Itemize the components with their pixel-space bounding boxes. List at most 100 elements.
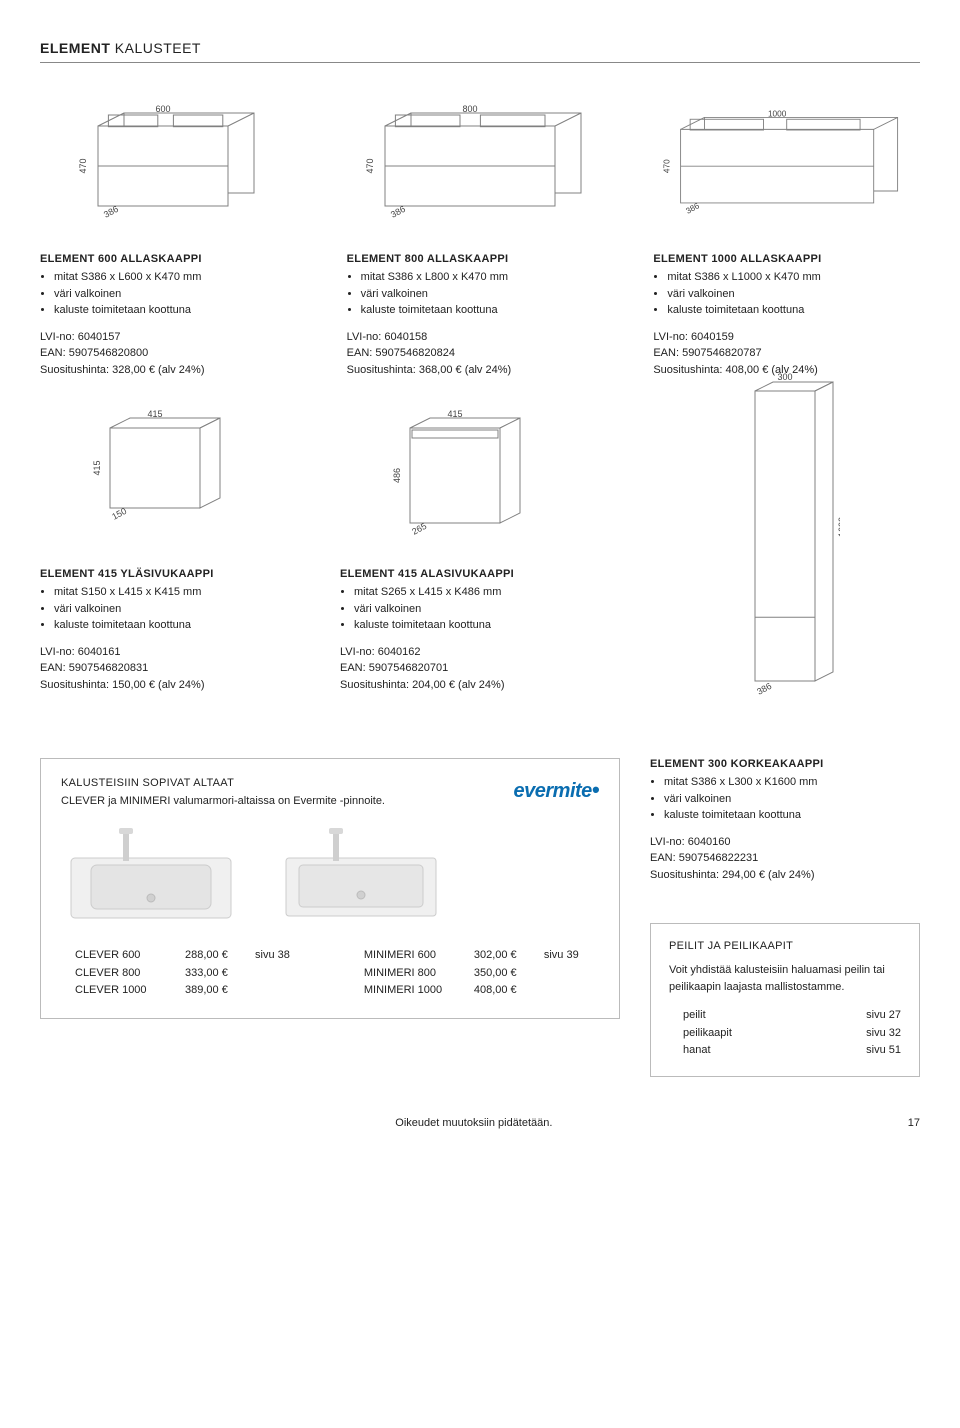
minimeri-list: MINIMERI 600302,00 €sivu 39MINIMERI 8003…: [350, 947, 579, 1000]
product-title: ELEMENT 415 ALASIVUKAAPPI: [340, 568, 600, 580]
bullets: mitat S386 x L800 x K470 mmväri valkoine…: [347, 269, 614, 319]
mirror-row: hanatsivu 51: [683, 1042, 901, 1060]
bullets: mitat S265 x L415 x K486 mmväri valkoine…: [340, 584, 600, 634]
bullet: kaluste toimitetaan koottuna: [667, 302, 920, 319]
pprice: 302,00 €: [474, 947, 544, 965]
bullet: väri valkoinen: [361, 286, 614, 303]
bullet: kaluste toimitetaan koottuna: [354, 617, 600, 634]
product-title: ELEMENT 800 ALLASKAAPPI: [347, 253, 614, 265]
bullet: mitat S386 x L600 x K470 mm: [54, 269, 307, 286]
tall-col: 3001600386: [640, 408, 920, 728]
bullet: mitat S150 x L415 x K415 mm: [54, 584, 300, 601]
tall-bullets: mitat S386 x L300 x K1600 mmväri valkoin…: [650, 774, 920, 824]
bullet: väri valkoinen: [664, 791, 920, 808]
product-col: 800470386 ELEMENT 800 ALLASKAAPPI mitat …: [347, 93, 614, 378]
bullet: kaluste toimitetaan koottuna: [664, 807, 920, 824]
footer: Oikeudet muutoksiin pidätetään. 17: [40, 1117, 920, 1129]
pname: MINIMERI 800: [364, 965, 474, 983]
pname: MINIMERI 1000: [364, 982, 474, 1000]
svg-text:300: 300: [777, 372, 792, 382]
title-bold: ELEMENT: [40, 40, 110, 56]
tall-title: ELEMENT 300 KORKEAKAAPPI: [650, 758, 920, 770]
bullet: väri valkoinen: [54, 286, 307, 303]
row-2: 415415150 ELEMENT 415 YLÄSIVUKAAPPI mita…: [40, 408, 920, 728]
svg-text:415: 415: [92, 460, 102, 475]
mirror-title: PEILIT JA PEILIKAAPIT: [669, 940, 901, 952]
price-row: CLEVER 600288,00 €sivu 38: [75, 947, 290, 965]
pprice: 288,00 €: [185, 947, 255, 965]
page-title: ELEMENT KALUSTEET: [40, 40, 920, 63]
footer-left: Oikeudet muutoksiin pidätetään.: [395, 1117, 552, 1129]
diagram: 415486265: [340, 408, 600, 548]
sink-image-minimeri: [271, 823, 451, 933]
lvi: LVI-no: 6040157: [40, 329, 307, 346]
title-light: KALUSTEET: [110, 40, 201, 56]
sink-images: [61, 823, 599, 933]
lvi: LVI-no: 6040162: [340, 644, 600, 661]
sink-price-lists: CLEVER 600288,00 €sivu 38CLEVER 800333,0…: [61, 947, 599, 1000]
diagram: 1000470386: [653, 93, 920, 233]
svg-text:1000: 1000: [768, 110, 787, 119]
mirror-text: Voit yhdistää kalusteisiin haluamasi pei…: [669, 962, 901, 995]
svg-text:1600: 1600: [837, 517, 840, 537]
tall-lvi: LVI-no: 6040160: [650, 834, 920, 851]
mname: peilikaapit: [683, 1025, 866, 1043]
price: Suositushinta: 328,00 € (alv 24%): [40, 362, 307, 379]
codes: LVI-no: 6040161 EAN: 5907546820831 Suosi…: [40, 644, 300, 694]
svg-text:470: 470: [663, 159, 672, 173]
svg-text:470: 470: [78, 158, 88, 173]
pname: CLEVER 800: [75, 965, 185, 983]
price-row: MINIMERI 800350,00 €: [364, 965, 579, 983]
mirror-box: PEILIT JA PEILIKAAPIT Voit yhdistää kalu…: [650, 923, 920, 1077]
svg-text:600: 600: [156, 104, 171, 114]
diagram: 800470386: [347, 93, 614, 233]
ean: EAN: 5907546820824: [347, 345, 614, 362]
tall-codes: LVI-no: 6040160 EAN: 5907546822231 Suosi…: [650, 834, 920, 884]
price-row: MINIMERI 600302,00 €sivu 39: [364, 947, 579, 965]
ppage: sivu 38: [255, 947, 290, 965]
lvi: LVI-no: 6040161: [40, 644, 300, 661]
footer-right: 17: [908, 1117, 920, 1129]
mirror-list: peilitsivu 27peilikaapitsivu 32hanatsivu…: [669, 1007, 901, 1060]
price-row: CLEVER 800333,00 €: [75, 965, 290, 983]
lower-right: ELEMENT 300 KORKEAKAAPPI mitat S386 x L3…: [650, 758, 920, 1077]
product-col: 415486265 ELEMENT 415 ALASIVUKAAPPI mita…: [340, 408, 600, 693]
pname: CLEVER 600: [75, 947, 185, 965]
ean: EAN: 5907546820787: [653, 345, 920, 362]
codes: LVI-no: 6040157 EAN: 5907546820800 Suosi…: [40, 329, 307, 379]
mpage: sivu 51: [866, 1042, 901, 1060]
mirror-row: peilikaapitsivu 32: [683, 1025, 901, 1043]
row-1: 600470386 ELEMENT 600 ALLASKAAPPI mitat …: [40, 93, 920, 378]
pname: CLEVER 1000: [75, 982, 185, 1000]
bullets: mitat S386 x L600 x K470 mmväri valkoine…: [40, 269, 307, 319]
diagram: 600470386: [40, 93, 307, 233]
mpage: sivu 27: [866, 1007, 901, 1025]
product-title: ELEMENT 600 ALLASKAAPPI: [40, 253, 307, 265]
sink-image-clever: [61, 823, 241, 933]
mname: hanat: [683, 1042, 866, 1060]
bullet: kaluste toimitetaan koottuna: [54, 302, 307, 319]
brand-logo: evermite•: [514, 777, 599, 803]
product-title: ELEMENT 415 YLÄSIVUKAAPPI: [40, 568, 300, 580]
lvi: LVI-no: 6040159: [653, 329, 920, 346]
ppage: sivu 39: [544, 947, 579, 965]
tall-price: Suositushinta: 294,00 € (alv 24%): [650, 867, 920, 884]
svg-text:415: 415: [147, 409, 162, 419]
product-col: 600470386 ELEMENT 600 ALLASKAAPPI mitat …: [40, 93, 307, 378]
ean: EAN: 5907546820701: [340, 660, 600, 677]
lower-left: evermite• KALUSTEISIIN SOPIVAT ALTAAT CL…: [40, 758, 620, 1019]
tall-diagram: 300 1600 386: [640, 368, 920, 708]
price: Suositushinta: 150,00 € (alv 24%): [40, 677, 300, 694]
bullet: kaluste toimitetaan koottuna: [54, 617, 300, 634]
sinks-box: evermite• KALUSTEISIIN SOPIVAT ALTAAT CL…: [40, 758, 620, 1019]
svg-text:386: 386: [755, 681, 773, 697]
svg-text:486: 486: [392, 468, 402, 483]
pprice: 350,00 €: [474, 965, 544, 983]
bullet: kaluste toimitetaan koottuna: [361, 302, 614, 319]
tall-cabinet-text: ELEMENT 300 KORKEAKAAPPI mitat S386 x L3…: [650, 758, 920, 883]
bullet: mitat S265 x L415 x K486 mm: [354, 584, 600, 601]
price-row: MINIMERI 1000408,00 €: [364, 982, 579, 1000]
pprice: 389,00 €: [185, 982, 255, 1000]
ean: EAN: 5907546820831: [40, 660, 300, 677]
svg-text:800: 800: [462, 104, 477, 114]
